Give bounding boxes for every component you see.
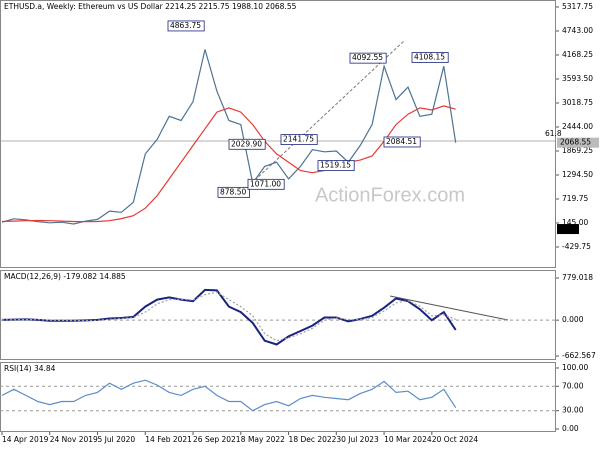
x-tick-label: 5 Jul 2020 bbox=[98, 435, 136, 444]
x-tick-label: 26 Sep 2021 bbox=[193, 435, 241, 444]
series-line bbox=[1, 379, 457, 412]
annotation-box bbox=[280, 134, 318, 146]
annotation-label: 4092.55 bbox=[352, 53, 383, 62]
y-tick-label: -662.567 bbox=[562, 351, 596, 360]
panel-title: RSI(14) 34.84 bbox=[4, 364, 56, 373]
series-line bbox=[1, 291, 456, 342]
annotation-box bbox=[217, 186, 251, 198]
y-tick-label: 0.000 bbox=[562, 315, 584, 324]
y-tick-label: 1869.25 bbox=[562, 146, 593, 155]
y-tick-label: 100.00 bbox=[562, 363, 588, 372]
y-tick-label: -429.75 bbox=[562, 242, 591, 251]
annotation-label: 1519.15 bbox=[320, 161, 351, 170]
x-tick-label: 14 Feb 2021 bbox=[145, 435, 192, 444]
y-tick-label: 3593.50 bbox=[562, 74, 593, 83]
watermark: ActionForex.com bbox=[315, 184, 465, 206]
level-label: 61.8 bbox=[545, 129, 562, 138]
y-tick-label: 145.00 bbox=[562, 218, 588, 227]
y-tick-label: 0.00 bbox=[562, 424, 579, 433]
price-box bbox=[557, 137, 599, 148]
annotation-box bbox=[167, 20, 205, 32]
annotation-box bbox=[228, 138, 266, 150]
zero-label: 0.00 bbox=[560, 224, 577, 233]
series-line bbox=[1, 49, 457, 225]
y-tick-label: 70.00 bbox=[562, 381, 584, 390]
annotation-label: 2084.51 bbox=[386, 137, 417, 146]
y-tick-label: 4168.25 bbox=[562, 50, 593, 59]
annotation-label: 2029.90 bbox=[231, 139, 262, 148]
x-tick-label: 20 Oct 2024 bbox=[432, 435, 479, 444]
annotation-label: 4863.75 bbox=[170, 21, 201, 30]
y-tick-label: 779.018 bbox=[562, 273, 593, 282]
annotation-box bbox=[383, 136, 421, 148]
price-label: 2068.55 bbox=[560, 138, 591, 147]
zero-box bbox=[557, 224, 579, 235]
annotation-label: 1071.00 bbox=[250, 179, 281, 188]
x-tick-label: 10 Mar 2024 bbox=[384, 435, 432, 444]
macd-panel bbox=[0, 270, 556, 360]
x-tick-label: 8 May 2022 bbox=[241, 435, 285, 444]
x-tick-label: 30 Jul 2023 bbox=[336, 435, 379, 444]
x-tick-label: 14 Apr 2019 bbox=[2, 435, 49, 444]
price-panel bbox=[0, 0, 556, 268]
y-tick-label: 3018.75 bbox=[562, 98, 593, 107]
series-line bbox=[1, 105, 456, 223]
annotation-box bbox=[349, 52, 387, 64]
rsi-panel bbox=[0, 362, 556, 432]
macd-trend-line bbox=[389, 295, 509, 321]
x-tick-label: 24 Nov 2019 bbox=[50, 435, 98, 444]
panel-title: MACD(12,26,9) -179.082 14.885 bbox=[4, 272, 126, 281]
y-tick-label: 2444.00 bbox=[562, 122, 593, 131]
annotation-label: 4108.15 bbox=[414, 52, 445, 61]
annotation-box bbox=[317, 160, 355, 172]
y-tick-label: 30.00 bbox=[562, 406, 584, 415]
annotation-label: 878.50 bbox=[220, 187, 246, 196]
y-tick-label: 719.75 bbox=[562, 194, 588, 203]
y-tick-label: 4743.00 bbox=[562, 26, 593, 35]
annotation-box bbox=[411, 52, 449, 63]
y-tick-label: 5317.75 bbox=[562, 2, 593, 11]
series-line bbox=[1, 288, 457, 346]
x-tick-label: 18 Dec 2022 bbox=[289, 435, 337, 444]
panel-title: ETHUSD.a, Weekly: Ethereum vs US Dollar … bbox=[4, 2, 297, 11]
y-tick-label: 1294.50 bbox=[562, 170, 593, 179]
annotation-label: 2141.75 bbox=[283, 135, 314, 144]
annotation-box bbox=[247, 178, 285, 190]
